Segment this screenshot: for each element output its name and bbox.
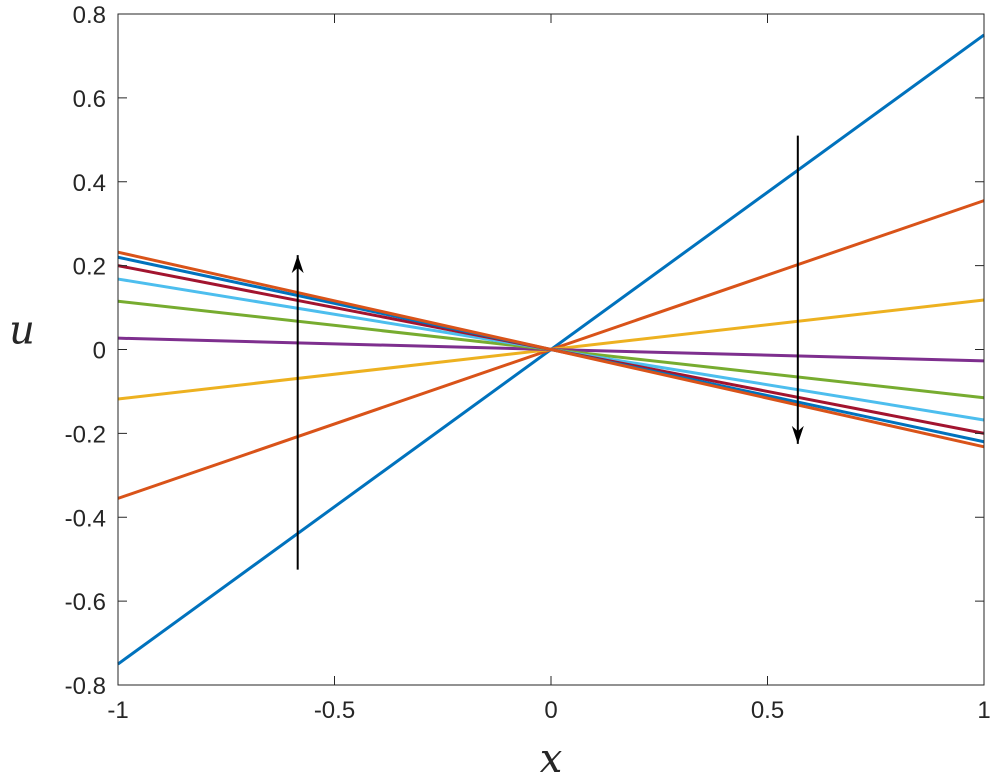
arrow-annotation-1 (291, 255, 304, 570)
x-tick-label: 1 (977, 697, 990, 724)
y-tick-label: -0.8 (65, 673, 106, 700)
x-axis-label: x (540, 736, 563, 779)
arrow-annotation-2 (791, 135, 804, 444)
y-tick-label: -0.4 (65, 505, 106, 532)
series-layer (117, 33, 985, 666)
x-tick-label: 0 (544, 697, 557, 724)
arrow-head (291, 255, 304, 274)
tick-layer: -1 -0.5 0 0.5 1 -0.8 -0.6 -0.4 -0.2 0 0.2 0.4 0.6 0.8 (65, 2, 991, 724)
y-tick-label: -0.2 (65, 421, 106, 448)
y-tick-label: 0 (93, 338, 106, 365)
x-tick-label: -1 (107, 697, 128, 724)
y-tick-label: 0.6 (73, 86, 106, 113)
x-tick-label: 0.5 (751, 697, 784, 724)
y-tick-label: 0.8 (73, 2, 106, 29)
y-tick-label: 0.2 (73, 254, 106, 281)
x-tick-label: -0.5 (314, 697, 355, 724)
y-tick-label: -0.6 (65, 589, 106, 616)
arrow-head (791, 425, 804, 444)
annotation-layer (291, 135, 804, 570)
y-axis-label: u (9, 308, 35, 354)
series-line-9 (117, 250, 985, 449)
y-tick-label: 0.4 (73, 170, 106, 197)
